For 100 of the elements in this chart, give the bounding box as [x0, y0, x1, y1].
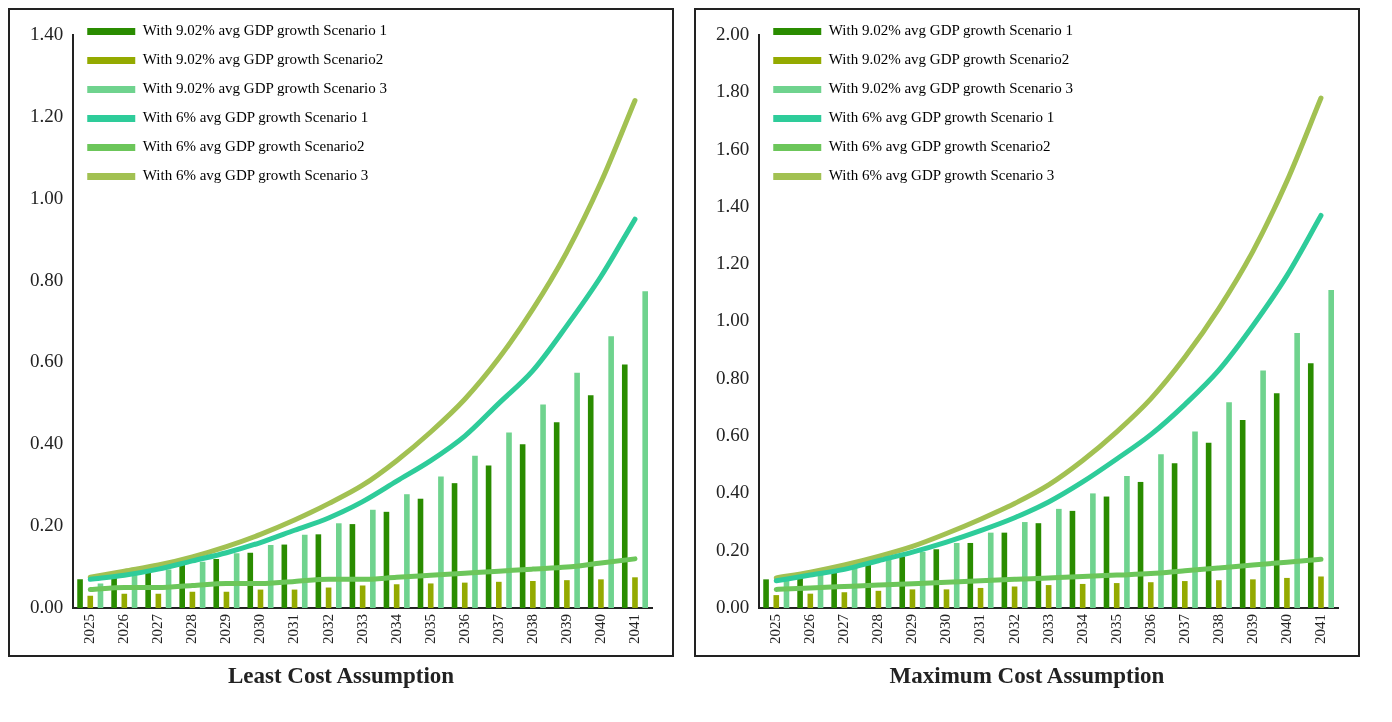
- bar: [301, 534, 308, 608]
- x-tick-label: 2031: [971, 614, 988, 644]
- bar: [608, 336, 614, 608]
- bar: [267, 544, 274, 608]
- y-tick-label: 0.00: [716, 595, 750, 617]
- x-tick-label: 2030: [251, 614, 268, 644]
- bar: [1147, 582, 1154, 608]
- bar: [540, 404, 546, 608]
- x-tick-label: 2029: [217, 614, 234, 644]
- bar: [530, 580, 536, 608]
- legend-label: With 9.02% avg GDP growth Scenario 3: [142, 80, 387, 97]
- bar: [461, 582, 468, 608]
- bar: [87, 595, 94, 608]
- y-tick-label: 0.00: [30, 595, 64, 617]
- bar: [1328, 289, 1334, 608]
- bar: [987, 532, 994, 608]
- bar: [953, 542, 960, 608]
- legend-label: With 9.02% avg GDP growth Scenario2: [828, 51, 1070, 68]
- x-tick-label: 2036: [455, 613, 472, 644]
- bar: [773, 595, 780, 608]
- x-tick-label: 2025: [81, 614, 98, 644]
- x-tick-label: 2040: [591, 614, 608, 644]
- bar: [943, 589, 950, 608]
- x-tick-label: 2035: [421, 614, 438, 644]
- text: Maximum Cost Assumption: [888, 663, 1166, 689]
- bar: [404, 494, 410, 608]
- y-tick-label: 1.80: [716, 80, 750, 102]
- bar: [841, 592, 848, 608]
- y-tick-label: 0.20: [30, 514, 64, 536]
- y-tick-label: 0.40: [716, 481, 750, 503]
- x-tick-label: 2039: [1243, 614, 1260, 644]
- bar: [438, 476, 444, 608]
- x-tick-label: 2030: [937, 614, 954, 644]
- x-tick-label: 2041: [1311, 614, 1328, 644]
- y-tick-label: 0.20: [716, 538, 750, 560]
- bar: [598, 579, 604, 608]
- y-tick-label: 1.20: [716, 252, 750, 274]
- bar: [1113, 583, 1120, 608]
- bar: [1318, 576, 1324, 608]
- bar: [621, 364, 628, 608]
- text: Least Cost Assumption: [226, 663, 456, 689]
- y-tick-label: 1.40: [30, 22, 64, 44]
- x-tick-label: 2034: [1073, 613, 1090, 644]
- y-tick-label: 1.60: [716, 137, 750, 159]
- legend-label: With 6% avg GDP growth Scenario2: [142, 138, 365, 155]
- bar: [370, 509, 376, 608]
- x-tick-label: 2038: [523, 614, 540, 644]
- bar: [763, 579, 769, 608]
- y-tick-label: 2.00: [716, 22, 750, 44]
- x-tick-label: 2033: [1039, 614, 1056, 644]
- x-tick-label: 2035: [1107, 614, 1124, 644]
- x-tick-label: 2026: [115, 613, 132, 644]
- x-tick-label: 2026: [801, 613, 818, 644]
- x-tick-label: 2025: [767, 614, 784, 644]
- y-tick-label: 0.60: [30, 350, 64, 372]
- bar: [574, 372, 580, 608]
- legend-label: With 6% avg GDP growth Scenario 3: [142, 167, 369, 184]
- bar: [77, 579, 83, 608]
- bar: [495, 581, 502, 608]
- bar: [1294, 332, 1300, 608]
- y-tick-label: 1.00: [716, 309, 750, 331]
- bar: [1216, 580, 1222, 608]
- bar: [1284, 577, 1290, 608]
- legend-label: With 9.02% avg GDP growth Scenario2: [142, 51, 384, 68]
- legend-label: With 9.02% avg GDP growth Scenario 1: [142, 22, 387, 39]
- bar: [1192, 431, 1198, 608]
- x-tick-label: 2028: [183, 614, 200, 644]
- x-tick-label: 2037: [489, 613, 506, 644]
- bar: [335, 523, 342, 608]
- x-tick-label: 2028: [869, 614, 886, 644]
- x-tick-label: 2041: [625, 614, 642, 644]
- bar: [393, 584, 400, 608]
- bar: [1056, 508, 1062, 608]
- bar: [587, 395, 594, 608]
- bar: [1307, 363, 1314, 608]
- legend-label: With 6% avg GDP growth Scenario2: [828, 138, 1051, 155]
- legend-label: With 6% avg GDP growth Scenario 3: [828, 167, 1055, 184]
- y-tick-label: 0.60: [716, 424, 750, 446]
- x-tick-label: 2034: [387, 613, 404, 644]
- legend-label: With 6% avg GDP growth Scenario 1: [142, 109, 369, 126]
- x-tick-label: 2039: [557, 614, 574, 644]
- bar: [564, 580, 570, 608]
- y-tick-label: 1.20: [30, 104, 64, 126]
- y-tick-label: 1.00: [30, 186, 64, 208]
- bar: [1158, 454, 1164, 608]
- x-tick-label: 2032: [319, 614, 336, 644]
- bar: [1124, 475, 1130, 608]
- bar: [1260, 370, 1266, 608]
- bar: [1090, 493, 1096, 608]
- bar: [427, 583, 434, 608]
- bar: [1226, 402, 1232, 608]
- y-tick-label: 0.80: [716, 366, 750, 388]
- y-tick-label: 0.40: [30, 432, 64, 454]
- bar: [632, 577, 638, 608]
- y-tick-label: 0.80: [30, 268, 64, 290]
- x-tick-label: 2040: [1277, 614, 1294, 644]
- y-tick-label: 1.40: [716, 194, 750, 216]
- legend-label: With 9.02% avg GDP growth Scenario 1: [828, 22, 1073, 39]
- bar: [472, 455, 478, 608]
- x-tick-label: 2031: [285, 614, 302, 644]
